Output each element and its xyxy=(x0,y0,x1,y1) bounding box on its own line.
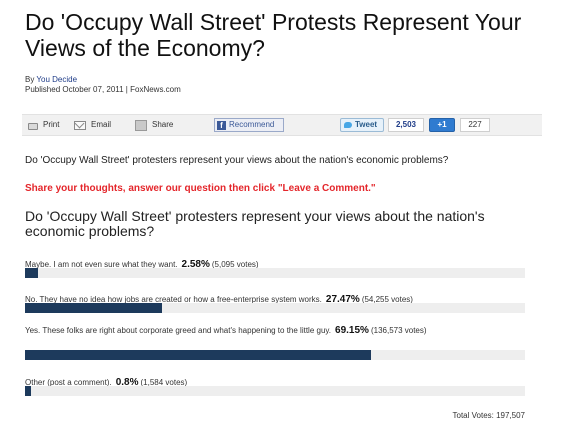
option-percent: 27.47% xyxy=(325,294,360,305)
tweet-count: 2,503 xyxy=(388,118,424,132)
share-icon xyxy=(135,119,147,131)
share-button[interactable]: Share xyxy=(135,119,173,131)
google-plus-count: 227 xyxy=(460,118,490,132)
twitter-bird-icon xyxy=(344,122,352,128)
option-text: Yes. These folks are right about corpora… xyxy=(25,326,332,335)
total-votes: Total Votes: 197,507 xyxy=(452,411,526,420)
option-votes: (1,584 votes) xyxy=(140,378,188,387)
print-button[interactable]: Print xyxy=(28,119,59,131)
email-label: Email xyxy=(91,120,112,129)
poll-option-no: No. They have no idea how jobs are creat… xyxy=(25,289,525,313)
option-votes: (136,573 votes) xyxy=(370,326,427,335)
print-icon xyxy=(28,123,38,130)
poll-option-other: Other (post a comment). 0.8% (1,584 votes) xyxy=(25,372,525,396)
option-bar-track xyxy=(25,350,525,360)
option-bar-track xyxy=(25,268,525,278)
byline: By You Decide Published October 07, 2011… xyxy=(25,75,181,95)
option-bar-track xyxy=(25,386,525,396)
share-toolbar: Print Email Share f Recommend Tweet 2,50… xyxy=(22,114,542,136)
option-votes: (54,255 votes) xyxy=(361,295,413,304)
option-text: No. They have no idea how jobs are creat… xyxy=(25,295,322,304)
facebook-icon: f xyxy=(217,120,226,130)
option-text: Maybe. I am not even sure what they want… xyxy=(25,260,178,269)
option-bar-fill xyxy=(25,303,163,313)
published-date: Published October 07, 2011 | FoxNews.com xyxy=(25,85,181,94)
option-percent: 0.8% xyxy=(115,377,139,388)
call-to-action: Share your thoughts, answer our question… xyxy=(25,183,376,194)
author-link[interactable]: You Decide xyxy=(36,75,78,84)
option-bar-fill xyxy=(25,350,371,360)
facebook-recommend-button[interactable]: f Recommend xyxy=(214,118,284,132)
option-percent: 2.58% xyxy=(181,259,210,270)
google-plus-button[interactable]: +1 xyxy=(429,118,455,132)
option-bar-fill xyxy=(25,386,31,396)
intro-question: Do 'Occupy Wall Street' protesters repre… xyxy=(25,155,449,166)
email-icon xyxy=(74,120,86,130)
option-bar-track xyxy=(25,303,525,313)
tweet-button[interactable]: Tweet xyxy=(340,118,384,132)
print-label: Print xyxy=(43,120,60,129)
article-title: Do 'Occupy Wall Street' Protests Represe… xyxy=(25,9,522,61)
option-bar-fill xyxy=(25,268,38,278)
poll-option-maybe: Maybe. I am not even sure what they want… xyxy=(25,254,525,278)
recommend-label: Recommend xyxy=(229,120,275,129)
email-button[interactable]: Email xyxy=(74,119,111,131)
share-label: Share xyxy=(152,120,174,129)
poll-option-yes: Yes. These folks are right about corpora… xyxy=(25,324,525,360)
tweet-label: Tweet xyxy=(355,120,378,129)
option-votes: (5,095 votes) xyxy=(211,260,259,269)
option-percent: 69.15% xyxy=(335,325,369,336)
byline-prefix: By xyxy=(25,75,37,84)
poll-question: Do 'Occupy Wall Street' protesters repre… xyxy=(25,208,485,239)
option-text: Other (post a comment). xyxy=(25,378,112,387)
